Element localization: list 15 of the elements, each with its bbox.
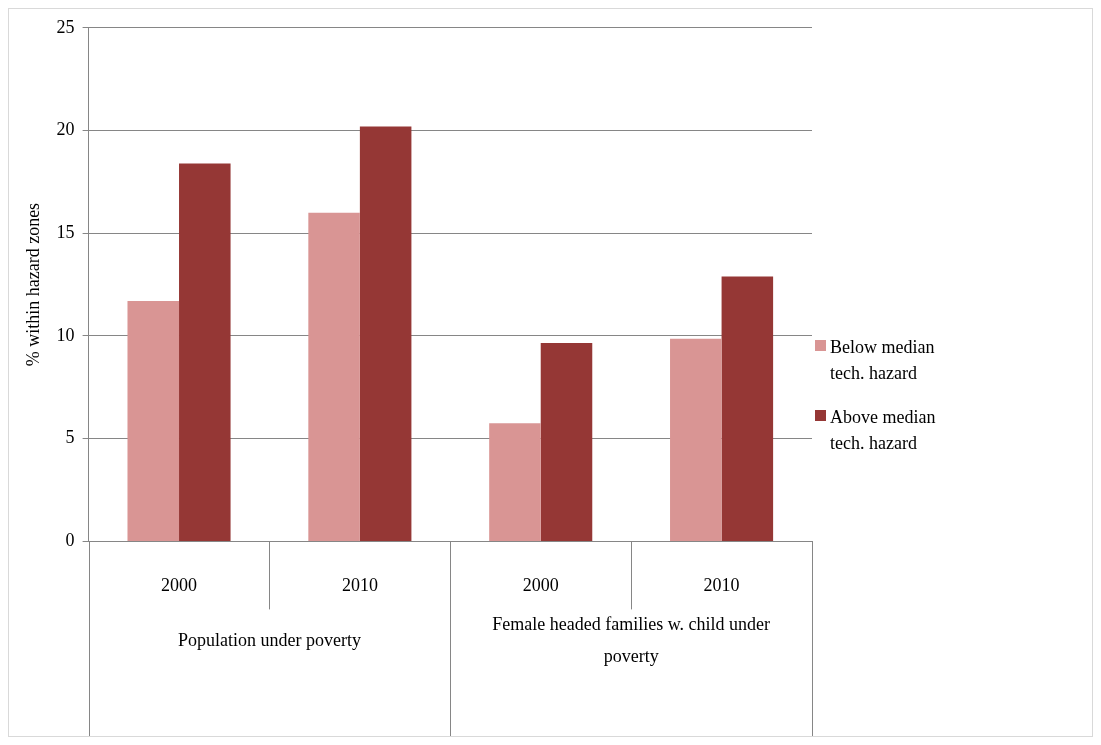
x-tick-label: 2010 <box>703 574 740 595</box>
x-tick-label: 2010 <box>341 574 378 595</box>
legend-label: Above median tech. hazard <box>830 406 937 455</box>
y-tick-label: 25 <box>56 16 75 37</box>
y-tick-label: 5 <box>65 427 75 448</box>
y-tick-label: 20 <box>56 119 75 140</box>
text: Female headed families w. child under poverty <box>492 614 771 667</box>
legend-label: Below median tech. hazard <box>830 336 936 385</box>
y-tick-label: 0 <box>65 530 75 551</box>
x-tick-label: 2000 <box>161 574 198 595</box>
y-axis-title: % within hazard zones <box>22 202 43 367</box>
y-tick-label: 15 <box>56 221 75 242</box>
y-tick-label: 10 <box>56 324 75 345</box>
text: Population under poverty <box>177 630 361 651</box>
x-tick-label: 2000 <box>522 574 559 595</box>
